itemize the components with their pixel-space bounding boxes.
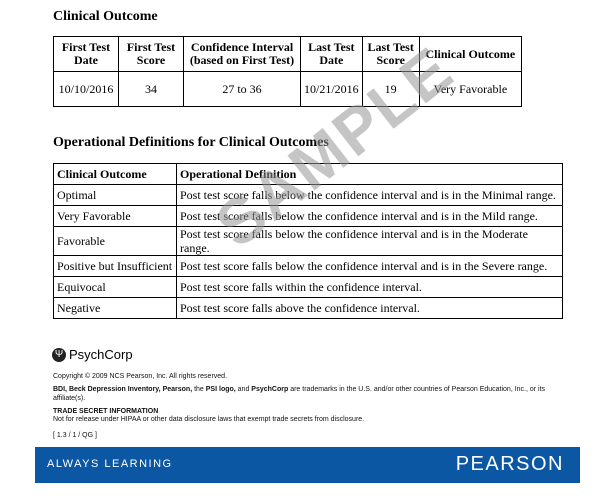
outcome-cell: Very Favorable: [53, 205, 177, 227]
header-first-test-score: First Test Score: [118, 36, 184, 72]
table-row: Positive but Insufficient Post test score…: [53, 255, 563, 277]
header-last-test-date: Last Test Date: [300, 36, 363, 72]
outcome-cell: Favorable: [53, 226, 177, 256]
header-last-test-score: Last Test Score: [361, 36, 420, 72]
table-row: Very Favorable Post test score falls belo…: [53, 205, 563, 227]
cell-last-test-score: 19: [361, 71, 420, 107]
clinical-outcome-table: First Test Date First Test Score Confide…: [53, 36, 523, 107]
table-row: Equivocal Post test score falls within th…: [53, 276, 563, 298]
header-clinical-outcome: Clinical Outcome: [418, 36, 523, 72]
definition-cell: Post test score falls below the confiden…: [176, 226, 563, 256]
form-code: [ 1.3 / 1 / QG ]: [53, 432, 97, 439]
cell-last-test-date: 10/21/2016: [300, 71, 363, 107]
outcome-cell: Optimal: [53, 184, 177, 206]
psychcorp-logo: Ψ PsychCorp: [52, 347, 133, 362]
trade-secret-text: Not for release under HIPAA or other dat…: [53, 416, 365, 423]
table-row: Optimal Post test score falls below the c…: [53, 184, 563, 206]
tm-bold: PsychCorp: [251, 386, 289, 393]
trademark-text: BDI, Beck Depression Inventory, Pearson,…: [53, 385, 553, 403]
cell-first-test-score: 34: [118, 71, 184, 107]
tm-bold: PSI logo,: [205, 386, 236, 393]
definition-cell: Post test score falls below the confiden…: [176, 184, 563, 206]
header-first-test-date: First Test Date: [53, 36, 119, 72]
definition-cell: Post test score falls above the confiden…: [176, 297, 563, 319]
logo-text: PsychCorp: [69, 347, 133, 362]
header-confidence-interval: Confidence Interval (based on First Test…: [183, 36, 301, 72]
definition-cell: Post test score falls below the confiden…: [176, 255, 563, 277]
definitions-heading: Operational Definitions for Clinical Out…: [53, 135, 329, 150]
header-operational-definition: Operational Definition: [176, 163, 563, 185]
outcome-cell: Negative: [53, 297, 177, 319]
pearson-footer-band: ALWAYS LEARNING PEARSON: [35, 447, 580, 483]
table-row: 10/10/2016 34 27 to 36 10/21/2016 19 Ver…: [53, 71, 523, 107]
cell-confidence-interval: 27 to 36: [183, 71, 301, 107]
pearson-logo: PEARSON: [455, 453, 564, 475]
tm-bold: BDI, Beck Depression Inventory, Pearson,: [53, 386, 193, 393]
cell-first-test-date: 10/10/2016: [53, 71, 119, 107]
table-header-row: First Test Date First Test Score Confide…: [53, 36, 523, 72]
table-row: Favorable Post test score falls below the…: [53, 226, 563, 256]
always-learning-tagline: ALWAYS LEARNING: [47, 458, 173, 470]
table-header-row: Clinical Outcome Operational Definition: [53, 163, 563, 185]
header-clinical-outcome: Clinical Outcome: [53, 163, 177, 185]
definition-cell: Post test score falls within the confide…: [176, 276, 563, 298]
copyright-text: Copyright © 2009 NCS Pearson, Inc. All r…: [53, 373, 228, 380]
trade-secret-title: TRADE SECRET INFORMATION: [53, 408, 159, 415]
definitions-table: Clinical Outcome Operational Definition …: [53, 163, 563, 319]
table-row: Negative Post test score falls above the …: [53, 297, 563, 319]
clinical-outcome-heading: Clinical Outcome: [53, 9, 158, 24]
psi-logo-icon: Ψ: [52, 347, 66, 362]
cell-clinical-outcome: Very Favorable: [418, 71, 523, 107]
tm-text: are trademarks in the U.S. and/or other …: [53, 386, 546, 402]
tm-text: the: [192, 386, 206, 393]
definition-cell: Post test score falls below the confiden…: [176, 205, 563, 227]
outcome-cell: Positive but Insufficient: [53, 255, 177, 277]
tm-text: and: [235, 386, 252, 393]
outcome-cell: Equivocal: [53, 276, 177, 298]
